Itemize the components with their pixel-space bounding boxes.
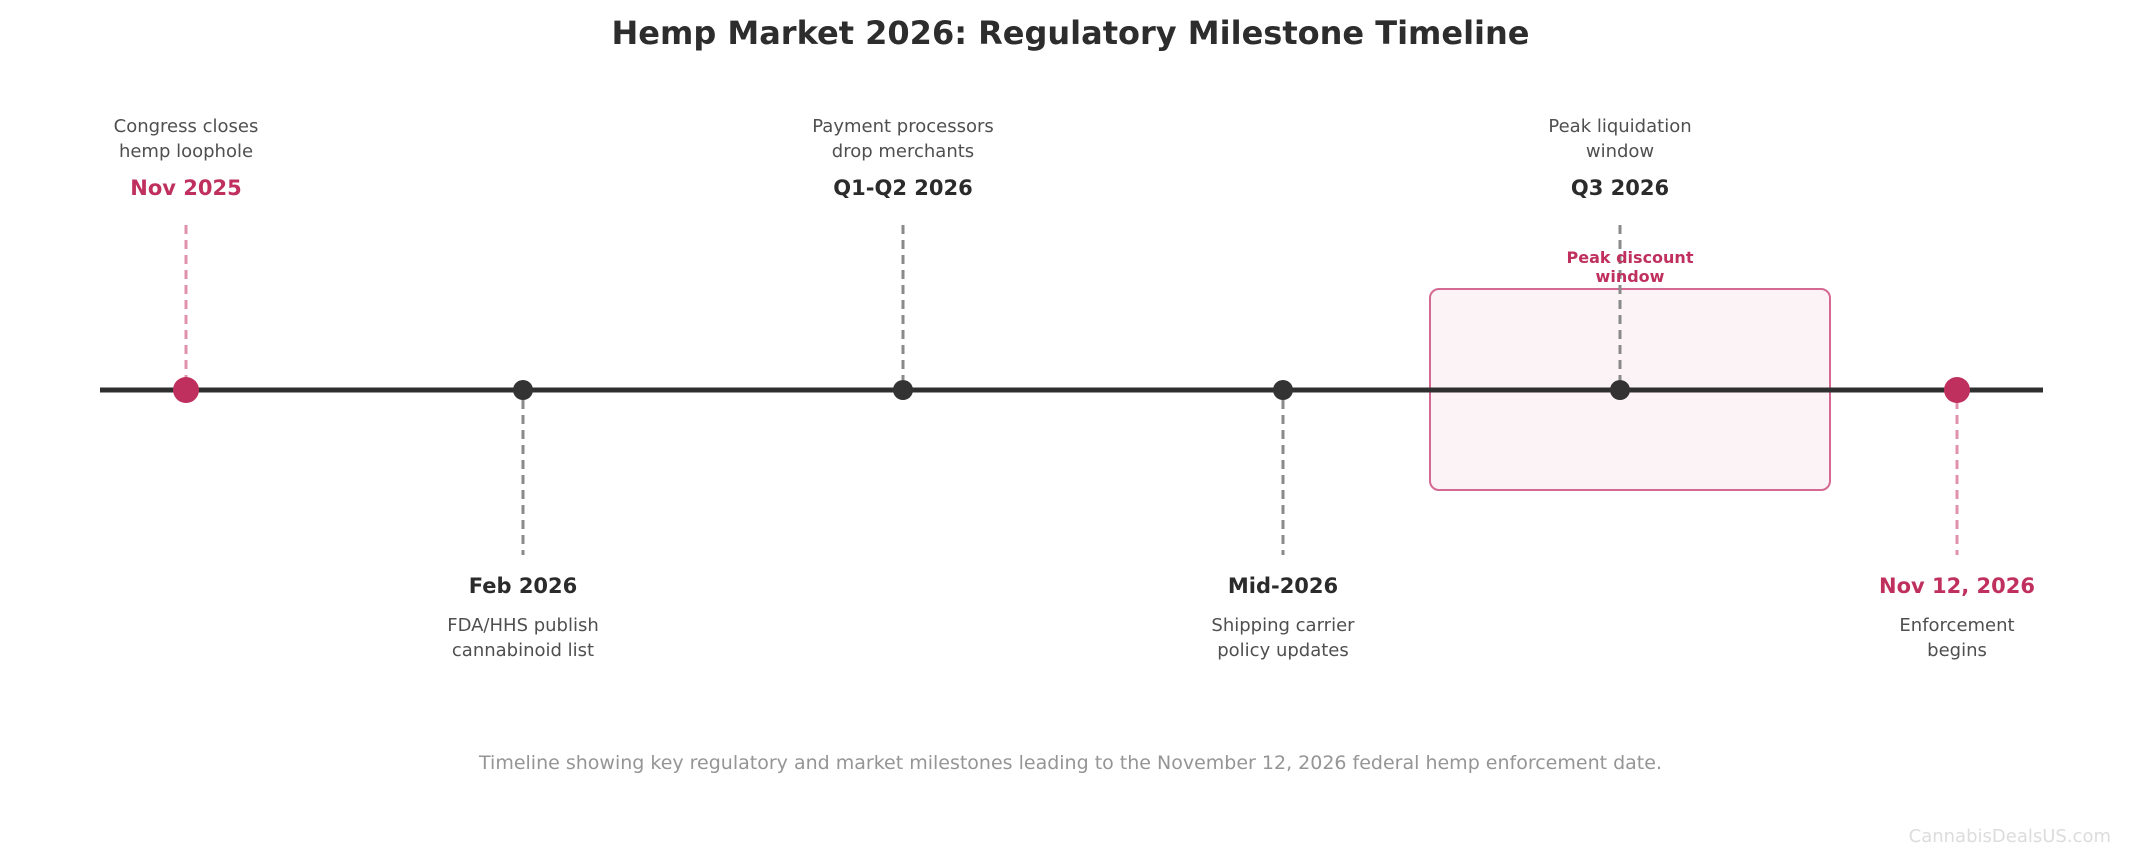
milestone-description-line: drop merchants [831,141,975,162]
timeline-caption: Timeline showing key regulatory and mark… [479,752,1662,774]
highlight-label-line: window [1595,267,1665,286]
milestone-date: Q1-Q2 2026 [833,176,973,200]
milestone-marker [1273,380,1293,400]
milestone-date: Feb 2026 [468,574,578,598]
milestone-marker [513,380,533,400]
milestone-description-line: FDA/HHS publish [447,615,599,636]
milestone-description: Shipping carrier policy updates [1123,613,1443,663]
milestone-description: Enforcement begins [1797,613,2117,663]
milestone-description-line: Peak liquidation [1548,116,1692,137]
milestone-description-line: Shipping carrier [1211,615,1355,636]
milestone-description-line: begins [1927,640,1987,661]
milestone-date: Nov 12, 2026 [1879,574,2035,598]
milestone-description-line: hemp loophole [118,141,254,162]
milestone-description-line: window [1585,141,1655,162]
highlight-window-label: Peak discount window [1520,248,1740,286]
milestone-description-line: cannabinoid list [451,640,595,661]
milestone-marker [1944,377,1970,403]
watermark: CannabisDealsUS.com [1908,826,2111,847]
page-title: Hemp Market 2026: Regulatory Milestone T… [611,14,1530,52]
milestone-description-line: policy updates [1217,640,1349,661]
milestone-date: Q3 2026 [1570,176,1670,200]
highlight-label-line: Peak discount [1566,248,1694,267]
milestone-marker [1610,380,1630,400]
milestone-description: Congress closes hemp loophole [26,114,346,164]
milestone-date: Mid-2026 [1227,574,1339,598]
milestone-description: FDA/HHS publish cannabinoid list [363,613,683,663]
milestone-description-line: Payment processors [812,116,994,137]
milestone-date: Nov 2025 [130,176,242,200]
milestone-marker [173,377,199,403]
milestone-description-line: Enforcement [1899,615,2015,636]
milestone-description: Payment processors drop merchants [743,114,1063,164]
milestone-marker [893,380,913,400]
milestone-description-line: Congress closes [113,116,259,137]
milestone-description: Peak liquidation window [1460,114,1780,164]
